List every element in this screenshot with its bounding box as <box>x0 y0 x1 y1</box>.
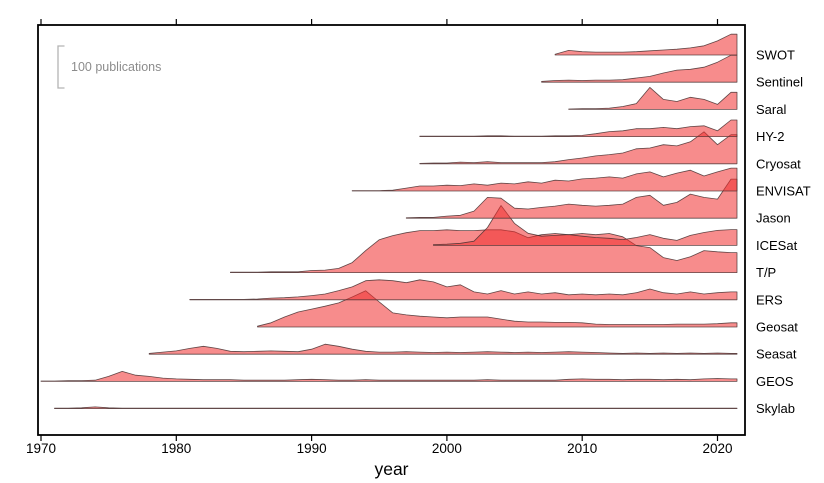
scale-bracket <box>57 45 65 89</box>
x-tick-label: 2000 <box>432 441 462 456</box>
row-label-skylab: Skylab <box>756 401 795 416</box>
row-label-seasat: Seasat <box>756 347 797 362</box>
row-label-icesat: ICESat <box>756 238 798 253</box>
plot-border <box>37 24 746 436</box>
scale-annotation: 100 publications <box>71 60 161 74</box>
x-tick-label: 2020 <box>702 441 732 456</box>
x-tick-label: 1980 <box>161 441 191 456</box>
series-area-skylab <box>54 406 738 409</box>
x-tick-label: 1970 <box>26 441 56 456</box>
row-label-cryosat: Cryosat <box>756 156 801 171</box>
row-label-sentinel: Sentinel <box>756 75 803 90</box>
row-label-t-p: T/P <box>756 265 776 280</box>
series-area-hy-2 <box>419 119 738 137</box>
row-label-envisat: ENVISAT <box>756 184 811 199</box>
series-area-seasat <box>148 343 738 355</box>
row-label-hy-2: HY-2 <box>756 129 784 144</box>
series-area-icesat <box>433 205 738 246</box>
series-area-geosat <box>257 290 738 328</box>
row-label-jason: Jason <box>756 211 791 226</box>
x-axis-label: year <box>374 459 408 479</box>
x-tick-label: 1990 <box>297 441 327 456</box>
series-area-swot <box>554 33 738 56</box>
row-label-swot: SWOT <box>756 48 795 63</box>
series-area-saral <box>568 87 738 110</box>
series-area-envisat <box>351 167 738 192</box>
series-area-jason <box>405 178 738 219</box>
row-label-ers: ERS <box>756 292 783 307</box>
series-area-cryosat <box>419 131 738 165</box>
row-label-saral: Saral <box>756 102 786 117</box>
series-area-ers <box>189 279 738 301</box>
row-label-geosat: Geosat <box>756 320 798 335</box>
series-area-geos <box>40 371 738 382</box>
row-label-geos: GEOS <box>756 374 794 389</box>
x-tick-label: 2010 <box>567 441 597 456</box>
